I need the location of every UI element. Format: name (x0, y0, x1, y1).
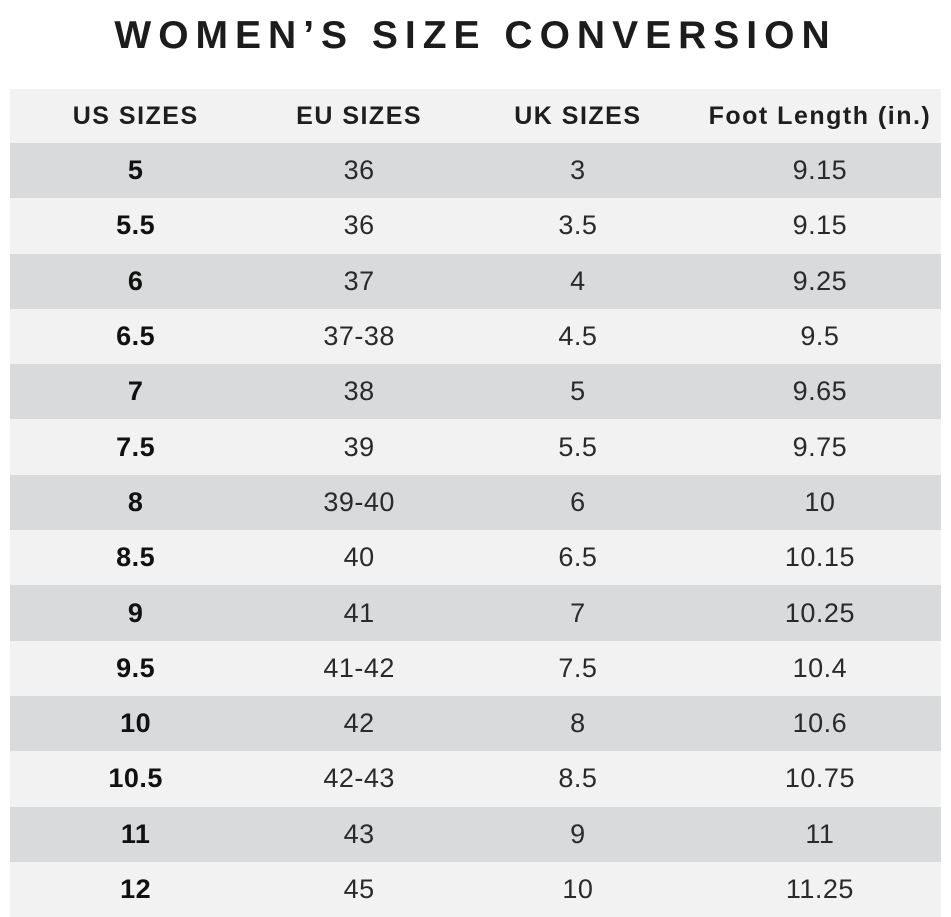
cell-eu-size: 36 (343, 155, 375, 186)
cell-eu-size: 42-43 (323, 763, 395, 794)
cell-us-size: 12 (120, 874, 152, 904)
table-body: 5 36 3 9.15 5.5 36 3.5 9.15 6 37 4 9.25 … (10, 143, 941, 917)
cell-uk-size: 6.5 (558, 542, 598, 573)
cell-eu-size: 36 (343, 210, 375, 241)
cell-uk-size: 7.5 (558, 652, 598, 683)
table-row: 5 36 3 9.15 (10, 143, 941, 199)
cell-uk-size: 9 (570, 818, 586, 849)
table-row: 6.5 37-38 4.5 9.5 (10, 308, 941, 365)
cell-foot-length: 9.15 (792, 155, 848, 186)
cell-us-size: 9 (127, 597, 144, 628)
column-header-uk-sizes: UK SIZES (514, 101, 642, 130)
size-conversion-page: WOMEN’S SIZE CONVERSION US SIZES EU SIZE… (0, 12, 951, 917)
cell-uk-size: 3 (570, 155, 586, 186)
cell-foot-length: 10 (804, 486, 836, 517)
cell-eu-size: 42 (343, 708, 375, 739)
cell-us-size: 7 (127, 376, 144, 407)
cell-uk-size: 4 (570, 265, 586, 296)
cell-foot-length: 9.75 (792, 431, 848, 462)
cell-uk-size: 4.5 (558, 321, 598, 352)
cell-foot-length: 10.75 (784, 763, 855, 794)
table-row: 8 39-40 6 10 (10, 474, 941, 531)
cell-eu-size: 39-40 (323, 486, 395, 517)
table-row: 10.5 42-43 8.5 10.75 (10, 751, 941, 807)
cell-uk-size: 6 (570, 486, 586, 517)
size-conversion-table: US SIZES EU SIZES UK SIZES Foot Length (… (10, 89, 941, 917)
table-row: 7.5 39 5.5 9.75 (10, 419, 941, 475)
cell-uk-size: 3.5 (558, 210, 598, 241)
table-row: 11 43 9 11 (10, 806, 941, 862)
cell-us-size: 5.5 (116, 210, 156, 241)
cell-eu-size: 43 (343, 818, 375, 849)
cell-foot-length: 9.15 (792, 210, 848, 241)
cell-foot-length: 11.25 (785, 874, 854, 904)
cell-uk-size: 5.5 (558, 431, 598, 462)
column-header-us-sizes: US SIZES (72, 101, 199, 130)
cell-eu-size: 39 (343, 431, 375, 462)
cell-eu-size: 45 (343, 874, 375, 904)
table-row: 10 42 8 10.6 (10, 695, 941, 752)
cell-eu-size: 37 (343, 265, 375, 296)
cell-us-size: 8 (127, 486, 144, 517)
cell-uk-size: 8 (570, 708, 586, 739)
cell-uk-size: 7 (570, 597, 586, 628)
cell-foot-length: 9.65 (792, 376, 848, 407)
cell-foot-length: 10.25 (784, 597, 855, 628)
cell-us-size: 8.5 (116, 542, 156, 573)
cell-eu-size: 41 (343, 597, 375, 628)
cell-eu-size: 37-38 (323, 321, 395, 352)
table-row: 6 37 4 9.25 (10, 253, 941, 309)
table-row: 7 38 5 9.65 (10, 364, 941, 420)
cell-us-size: 10 (120, 708, 152, 739)
column-header-eu-sizes: EU SIZES (296, 101, 423, 130)
cell-uk-size: 5 (570, 376, 586, 407)
cell-foot-length: 9.5 (800, 321, 840, 352)
cell-us-size: 9.5 (116, 652, 156, 683)
cell-foot-length: 10.4 (792, 652, 848, 683)
cell-eu-size: 41-42 (323, 652, 395, 683)
cell-us-size: 5 (127, 155, 144, 186)
page-title: WOMEN’S SIZE CONVERSION (114, 14, 837, 57)
cell-foot-length: 9.25 (792, 265, 848, 296)
table-row: 5.5 36 3.5 9.15 (10, 198, 941, 254)
cell-foot-length: 10.15 (784, 542, 855, 573)
cell-uk-size: 10 (562, 874, 594, 904)
cell-us-size: 6 (127, 265, 144, 296)
cell-eu-size: 38 (343, 376, 375, 407)
cell-eu-size: 40 (343, 542, 375, 573)
cell-us-size: 7.5 (116, 431, 156, 462)
table-row: 8.5 40 6.5 10.15 (10, 530, 941, 586)
cell-uk-size: 8.5 (558, 763, 598, 794)
table-row: 9 41 7 10.25 (10, 585, 941, 641)
table-row: 9.5 41-42 7.5 10.4 (10, 640, 941, 696)
cell-us-size: 10.5 (108, 763, 163, 794)
cell-foot-length: 11 (805, 818, 835, 849)
column-header-foot-length: Foot Length (in.) (708, 101, 932, 130)
table-header-row: US SIZES EU SIZES UK SIZES Foot Length (… (10, 89, 941, 143)
cell-foot-length: 10.6 (792, 708, 848, 739)
cell-us-size: 11 (120, 818, 151, 849)
table-row: 12 45 10 11.25 (10, 861, 941, 917)
cell-us-size: 6.5 (116, 321, 156, 352)
